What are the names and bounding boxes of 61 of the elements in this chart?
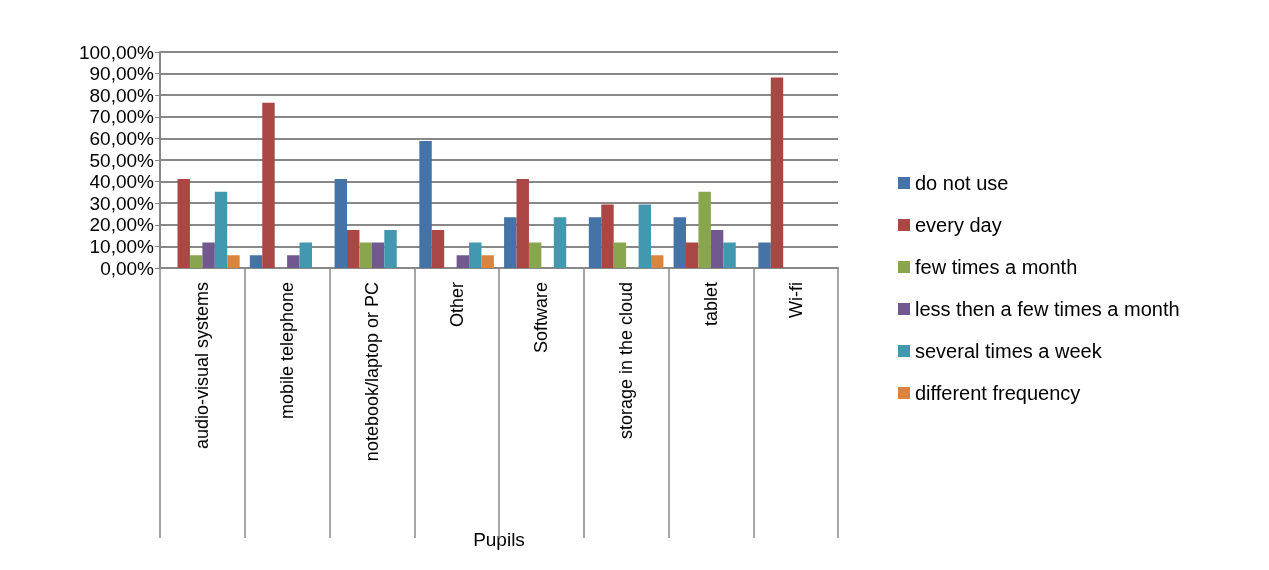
x-tick-label: mobile telephone [277,282,298,420]
y-tick-label: 20,00% [89,214,155,236]
bar [347,229,360,268]
bar [249,255,263,268]
bar [469,242,482,268]
x-axis-title: Pupils [473,529,525,550]
bar [588,217,602,268]
x-tick-label: Wi-fi [785,282,806,318]
bar [613,242,627,268]
bar [528,242,542,268]
bar [553,217,567,268]
legend-label: do not use [915,172,1009,194]
y-tick-label: 80,00% [89,84,155,106]
x-tick-label: notebook/laptop or PC [361,282,382,462]
bar [601,204,614,268]
bar [189,255,203,268]
bar [177,179,190,268]
x-tick-label: audio-visual systems [192,282,213,450]
bar [384,229,397,268]
legend-label: several times a week [915,340,1103,362]
y-tick-label: 100,00% [78,41,155,63]
bar [758,242,771,268]
bar [371,242,385,268]
bar [516,179,529,268]
bar [710,229,724,268]
y-tick-label: 30,00% [89,192,155,214]
bar [698,191,711,268]
x-tick-label: tablet [700,282,721,327]
y-tick-label: 40,00% [89,171,155,193]
legend-label: different frequency [915,382,1081,404]
bar [431,229,445,268]
bar [419,140,432,268]
legend-label: every day [915,214,1002,236]
x-tick-label: storage in the cloud [616,282,637,440]
bar [650,255,664,268]
x-tick-label: Other [446,282,467,328]
y-tick-label: 60,00% [89,127,155,149]
bar [202,242,215,268]
bar [638,204,651,268]
bar [456,255,470,268]
bar [673,217,687,268]
y-tick-label: 50,00% [89,149,155,171]
bar [481,255,494,268]
y-tick-label: 10,00% [89,235,155,257]
bar [504,217,517,268]
y-tick-label: 90,00% [89,63,155,85]
bar [287,255,300,268]
bar [723,242,736,268]
y-tick-label: 70,00% [89,106,155,128]
bar [359,242,372,268]
legend-label: few times a month [915,256,1078,278]
bar [214,191,228,268]
bar [686,242,699,268]
bar [770,77,784,268]
bar [262,102,275,268]
legend-label: less then a few times a month [915,298,1180,320]
y-tick-label: 0,00% [100,257,155,279]
bar [299,242,312,268]
bar [227,255,240,268]
bar [334,179,348,268]
x-tick-label: Software [531,282,552,354]
